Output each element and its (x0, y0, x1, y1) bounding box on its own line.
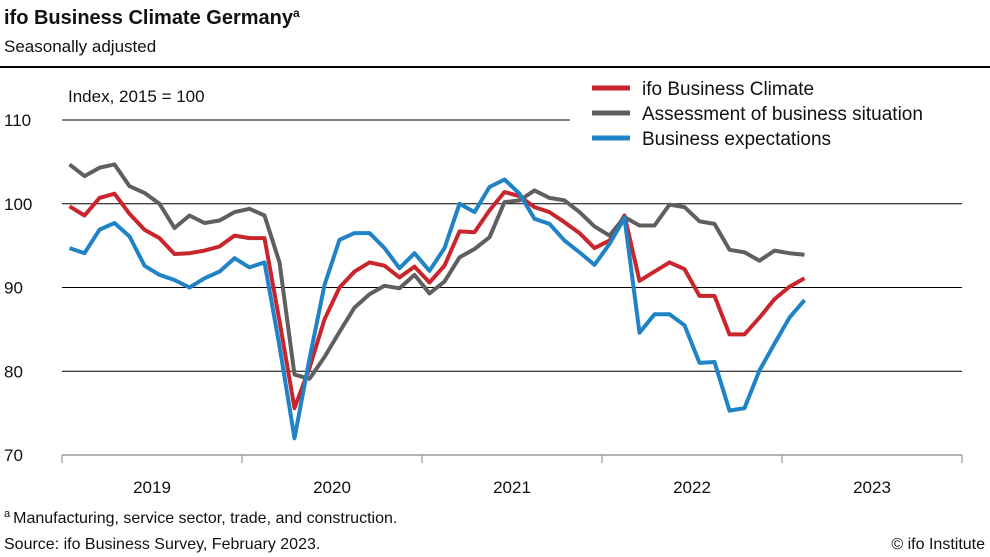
series-line (68, 177, 807, 441)
chart-title: ifo Business Climate Germany (4, 7, 294, 29)
legend-label: Assessment of business situation (642, 104, 923, 125)
title-note: a (293, 6, 300, 20)
source: Source: ifo Business Survey, February 20… (4, 536, 320, 553)
x-tick-label: 2019 (133, 478, 171, 497)
credit: © ifo Institute (891, 536, 985, 553)
y-tick-label: 110 (4, 111, 31, 130)
footnote: Manufacturing, service sector, trade, an… (13, 510, 397, 527)
legend-label: ifo Business Climate (642, 79, 814, 100)
chart-title-group: ifo Business Climate Germanya (4, 6, 300, 29)
subtitle: Seasonally adjusted (4, 37, 156, 56)
x-tick-label: 2022 (673, 478, 711, 497)
y-tick-label: 80 (4, 362, 23, 381)
x-tick-label: 2023 (853, 478, 891, 497)
series-line (68, 190, 806, 411)
x-tick-label: 2021 (493, 478, 531, 497)
y-tick-label: 90 (4, 279, 23, 298)
y-axis-label: Index, 2015 = 100 (68, 87, 205, 106)
series-line (68, 162, 805, 381)
x-tick-label: 2020 (313, 478, 351, 497)
y-tick-label: 100 (4, 195, 32, 214)
y-tick-label: 70 (4, 446, 23, 465)
footnote-group: a Manufacturing, service sector, trade, a… (4, 508, 397, 527)
footnote-marker: a (4, 508, 11, 520)
legend-label: Business expectations (642, 129, 831, 150)
